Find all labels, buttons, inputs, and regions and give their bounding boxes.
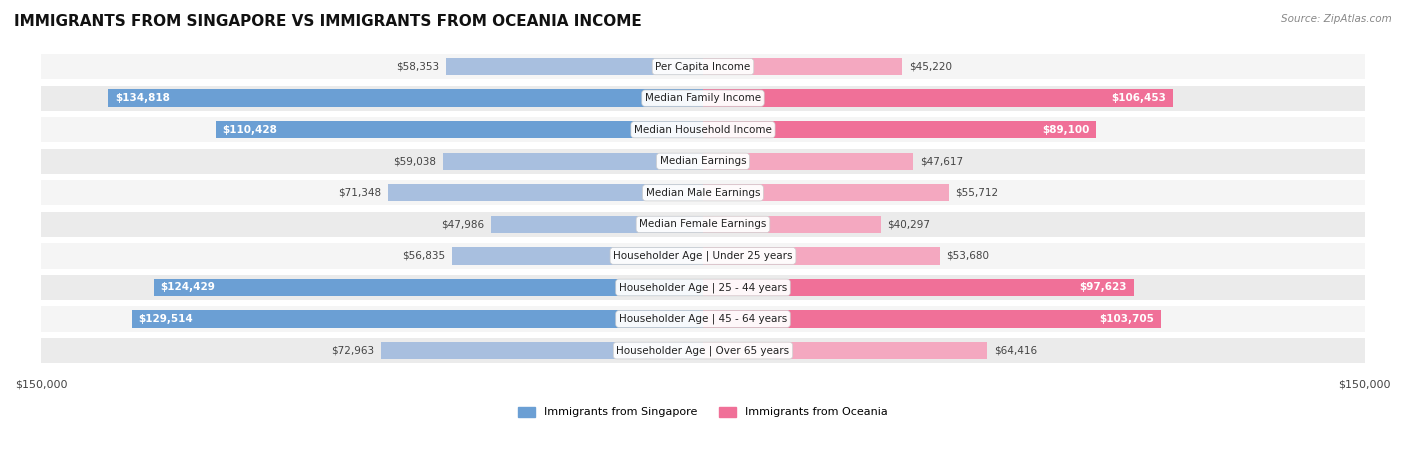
Bar — [41, 275, 1365, 300]
Text: $124,429: $124,429 — [160, 283, 215, 292]
Bar — [491, 216, 703, 233]
Bar — [703, 247, 939, 265]
Bar — [443, 153, 703, 170]
Text: $40,297: $40,297 — [887, 219, 931, 229]
Text: $55,712: $55,712 — [956, 188, 998, 198]
Text: Householder Age | Over 65 years: Householder Age | Over 65 years — [616, 345, 790, 356]
Bar — [41, 180, 1365, 205]
Bar — [446, 58, 703, 75]
Legend: Immigrants from Singapore, Immigrants from Oceania: Immigrants from Singapore, Immigrants fr… — [513, 402, 893, 422]
Text: $72,963: $72,963 — [332, 346, 374, 355]
Text: IMMIGRANTS FROM SINGAPORE VS IMMIGRANTS FROM OCEANIA INCOME: IMMIGRANTS FROM SINGAPORE VS IMMIGRANTS … — [14, 14, 641, 29]
Text: Median Family Income: Median Family Income — [645, 93, 761, 103]
Bar — [703, 121, 1097, 138]
Bar — [381, 342, 703, 359]
Bar — [388, 184, 703, 201]
Text: $58,353: $58,353 — [396, 62, 439, 71]
Bar — [41, 54, 1365, 79]
Text: Householder Age | Under 25 years: Householder Age | Under 25 years — [613, 251, 793, 261]
Bar — [703, 184, 949, 201]
Bar — [108, 90, 703, 107]
Text: $71,348: $71,348 — [339, 188, 381, 198]
Bar — [703, 153, 912, 170]
Text: $47,617: $47,617 — [920, 156, 963, 166]
Bar — [703, 58, 903, 75]
Text: Median Earnings: Median Earnings — [659, 156, 747, 166]
Text: $53,680: $53,680 — [946, 251, 990, 261]
Bar — [41, 212, 1365, 237]
Text: $59,038: $59,038 — [392, 156, 436, 166]
Text: $134,818: $134,818 — [115, 93, 170, 103]
Bar — [703, 342, 987, 359]
Bar — [41, 117, 1365, 142]
Text: $64,416: $64,416 — [994, 346, 1036, 355]
Bar — [41, 243, 1365, 269]
Text: $106,453: $106,453 — [1111, 93, 1166, 103]
Bar — [41, 338, 1365, 363]
Bar — [41, 306, 1365, 332]
Bar — [703, 90, 1173, 107]
Text: $89,100: $89,100 — [1042, 125, 1090, 134]
Text: Source: ZipAtlas.com: Source: ZipAtlas.com — [1281, 14, 1392, 24]
Text: $97,623: $97,623 — [1080, 283, 1128, 292]
Text: Per Capita Income: Per Capita Income — [655, 62, 751, 71]
Text: $45,220: $45,220 — [910, 62, 952, 71]
Bar — [703, 279, 1133, 296]
Text: Householder Age | 45 - 64 years: Householder Age | 45 - 64 years — [619, 314, 787, 324]
Bar — [41, 149, 1365, 174]
Text: $110,428: $110,428 — [222, 125, 277, 134]
Text: $103,705: $103,705 — [1099, 314, 1154, 324]
Bar — [703, 216, 880, 233]
Bar — [453, 247, 703, 265]
Text: $56,835: $56,835 — [402, 251, 446, 261]
Text: $47,986: $47,986 — [441, 219, 485, 229]
Text: Median Male Earnings: Median Male Earnings — [645, 188, 761, 198]
Bar — [703, 311, 1160, 328]
Bar — [132, 311, 703, 328]
Bar — [41, 85, 1365, 111]
Text: $129,514: $129,514 — [138, 314, 193, 324]
Text: Median Household Income: Median Household Income — [634, 125, 772, 134]
Bar — [217, 121, 703, 138]
Text: Householder Age | 25 - 44 years: Householder Age | 25 - 44 years — [619, 282, 787, 293]
Text: Median Female Earnings: Median Female Earnings — [640, 219, 766, 229]
Bar — [155, 279, 703, 296]
